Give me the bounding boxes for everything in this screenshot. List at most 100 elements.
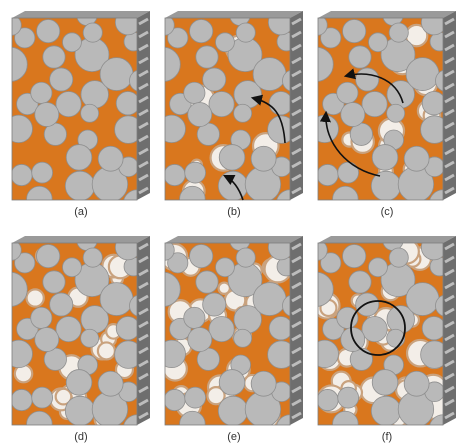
panel-d: (d) — [11, 236, 150, 443]
solid-grain — [405, 57, 440, 91]
solid-grain — [165, 114, 186, 144]
solid-grain — [114, 243, 137, 261]
side-grain-mark — [138, 69, 149, 78]
panel-label: (e) — [227, 431, 240, 443]
solid-grain — [80, 328, 100, 348]
side-grain-mark — [291, 186, 302, 195]
side-grain-mark — [291, 294, 302, 303]
side-grain-mark — [291, 108, 302, 117]
solid-grain — [99, 57, 134, 91]
solid-grain — [189, 244, 214, 269]
solid-grain — [14, 252, 36, 274]
block-side-face — [290, 236, 303, 425]
block-side-face — [290, 11, 303, 200]
solid-grain — [26, 410, 53, 425]
solid-grain — [403, 145, 430, 172]
solid-grain — [195, 45, 219, 69]
block-top-face — [318, 236, 456, 243]
solid-grain — [82, 22, 103, 43]
solid-grain — [49, 67, 74, 92]
solid-grain — [348, 270, 372, 294]
solid-grain — [235, 247, 256, 268]
side-grain-mark — [444, 359, 455, 368]
solid-grain — [80, 103, 100, 123]
solid-grain — [123, 414, 137, 425]
solid-grain — [64, 170, 96, 200]
solid-grain — [65, 369, 93, 396]
solid-grain — [12, 243, 22, 261]
side-grain-mark — [138, 268, 149, 277]
solid-grain — [337, 386, 360, 409]
solid-grain — [267, 340, 290, 369]
solid-grain — [429, 414, 443, 425]
side-grain-mark — [138, 385, 149, 394]
solid-grain — [371, 369, 399, 396]
solid-grain — [12, 18, 22, 36]
solid-grain — [165, 46, 181, 82]
side-grain-mark — [444, 30, 455, 39]
solid-grain — [320, 252, 342, 274]
side-grain-mark — [444, 121, 455, 130]
solid-grain — [165, 389, 186, 412]
solid-grain — [318, 389, 339, 412]
side-grain-mark — [138, 121, 149, 130]
panel-c: (c) — [317, 11, 456, 218]
side-grain-mark — [444, 320, 455, 329]
drained-pore — [217, 281, 231, 295]
side-grain-mark — [291, 69, 302, 78]
side-grain-mark — [444, 17, 455, 26]
side-grain-mark — [138, 294, 149, 303]
solid-grain — [318, 243, 328, 261]
solid-grain — [421, 91, 443, 116]
side-grain-mark — [444, 186, 455, 195]
drained-pore — [54, 387, 73, 406]
side-grain-mark — [291, 411, 302, 420]
drained-pore — [96, 341, 116, 361]
solid-grain — [435, 69, 443, 92]
solid-grain — [318, 46, 334, 82]
solid-grain — [12, 271, 28, 307]
side-grain-mark — [291, 346, 302, 355]
solid-grain — [165, 243, 175, 261]
side-grain-mark — [138, 372, 149, 381]
side-grain-mark — [138, 186, 149, 195]
side-grain-mark — [138, 307, 149, 316]
side-grain-mark — [138, 95, 149, 104]
side-grain-mark — [291, 17, 302, 26]
solid-grain — [129, 69, 137, 92]
solid-grain — [42, 270, 66, 294]
solid-grain — [97, 370, 124, 397]
solid-grain — [386, 328, 406, 348]
block-side-face — [137, 11, 150, 200]
side-grain-mark — [444, 160, 455, 169]
side-grain-mark — [291, 43, 302, 52]
side-grain-mark — [138, 346, 149, 355]
side-grain-mark — [291, 307, 302, 316]
solid-grain — [31, 386, 54, 409]
side-grain-mark — [444, 398, 455, 407]
panel-a: (a) — [11, 11, 150, 218]
block-side-face — [137, 236, 150, 425]
solid-grain — [218, 144, 246, 171]
solid-grain — [361, 316, 388, 343]
panel-b: (b) — [164, 11, 303, 218]
side-grain-mark — [444, 95, 455, 104]
solid-grain — [114, 340, 137, 369]
block-front-outline — [164, 242, 291, 426]
panel-f: (f) — [317, 236, 456, 443]
solid-grain — [276, 189, 290, 200]
side-grain-mark — [444, 173, 455, 182]
solid-grain — [235, 22, 256, 43]
solid-grain — [165, 164, 186, 187]
solid-grain — [189, 19, 214, 44]
drained-pore — [25, 288, 45, 308]
solid-grain — [250, 145, 277, 172]
solid-grain — [34, 102, 60, 127]
solid-grain — [55, 316, 82, 343]
solid-grain — [267, 18, 290, 36]
side-grain-mark — [138, 82, 149, 91]
solid-grain — [99, 282, 134, 316]
solid-grain — [217, 170, 249, 200]
solid-grain — [187, 102, 213, 127]
solid-grain — [34, 327, 60, 352]
